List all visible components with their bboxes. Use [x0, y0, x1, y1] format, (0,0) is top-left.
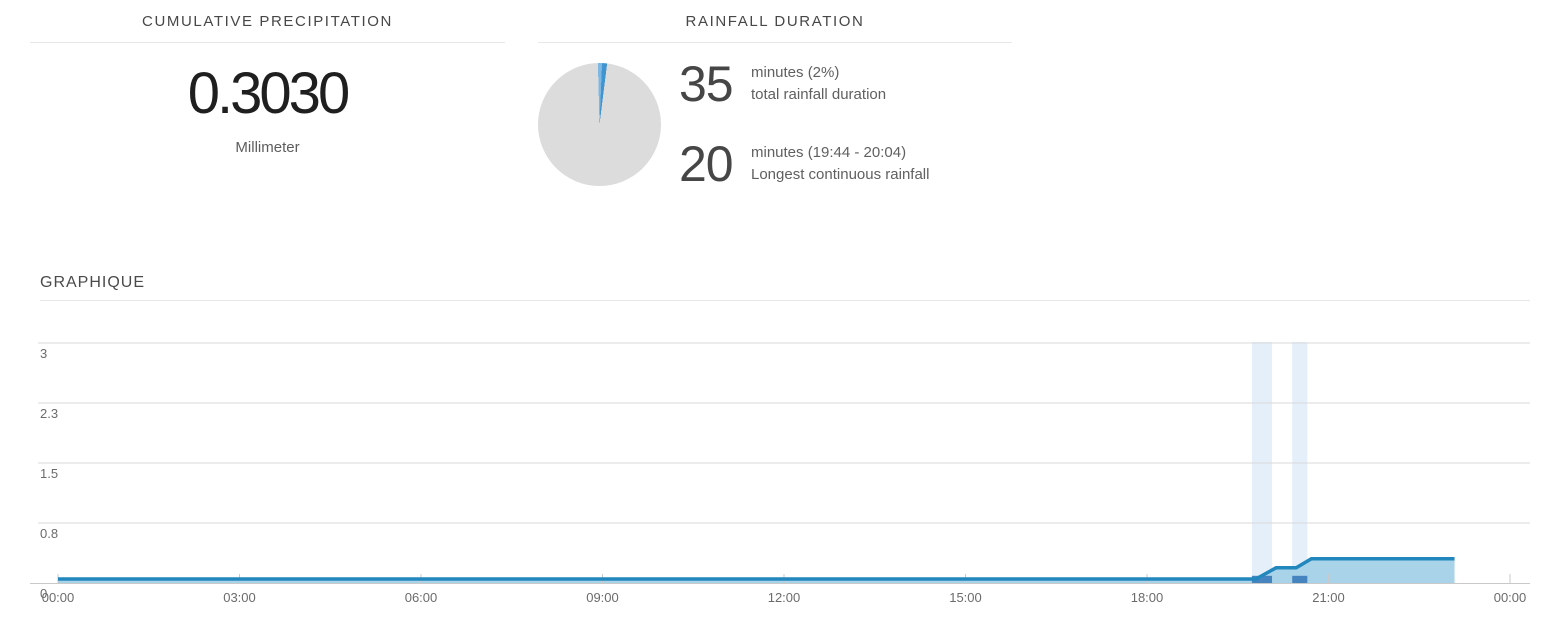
duration-card-title: RAINFALL DURATION [685, 13, 865, 30]
y-axis-tick-label: 0 [40, 586, 47, 601]
stat-detail: minutes (2%) [751, 64, 840, 81]
x-axis-tick-label: 12:00 [768, 590, 801, 605]
rainfall-intensity-bar [1261, 575, 1273, 583]
cumulative-value: 0.3030 [187, 61, 350, 126]
x-axis-tick-label: 06:00 [405, 590, 438, 605]
x-axis-tick-label: 18:00 [1131, 590, 1164, 605]
rainfall-duration-card: RAINFALL DURATION 35 minutes (2%) total … [538, 13, 1012, 192]
y-axis-tick-label: 0.8 [40, 526, 58, 541]
x-axis-tick-label: 21:00 [1312, 590, 1345, 605]
divider [40, 300, 1530, 301]
divider [538, 42, 1012, 43]
y-axis-tick-label: 3 [40, 346, 47, 361]
stat-detail: minutes (19:44 - 20:04) [751, 144, 907, 161]
cumulative-unit: Millimeter [235, 139, 300, 156]
x-axis-tick-label: 03:00 [223, 590, 256, 605]
stat-text: minutes (2%) total rainfall duration [751, 61, 886, 106]
cumulative-precipitation-card: CUMULATIVE PRECIPITATION 0.3030 Millimet… [30, 13, 505, 156]
graph-section-title: GRAPHIQUE [40, 274, 146, 291]
rainfall-intensity-bar [1292, 575, 1308, 583]
y-axis-tick-label: 2.3 [40, 406, 58, 421]
x-axis-tick-label: 15:00 [949, 590, 982, 605]
y-axis-tick-label: 1.5 [40, 466, 58, 481]
rainfall-pie-chart [538, 63, 661, 186]
stat-value: 35 [679, 56, 734, 112]
stat-caption: Longest continuous rainfall [751, 166, 930, 183]
x-axis-tick-label: 00:00 [1494, 590, 1527, 605]
cumulative-card-title: CUMULATIVE PRECIPITATION [142, 13, 393, 30]
stat-longest-continuous-rainfall: 20 minutes (19:44 - 20:04) Longest conti… [679, 136, 929, 192]
stat-value: 20 [679, 136, 734, 192]
stat-caption: total rainfall duration [751, 86, 887, 103]
stat-total-rainfall-duration: 35 minutes (2%) total rainfall duration [679, 56, 929, 112]
stat-text: minutes (19:44 - 20:04) Longest continuo… [751, 141, 929, 186]
divider [30, 42, 505, 43]
x-axis-tick-label: 09:00 [586, 590, 619, 605]
duration-stats: 35 minutes (2%) total rainfall duration … [679, 56, 929, 192]
x-axis-tick-label: 00:00 [42, 590, 75, 605]
duration-content: 35 minutes (2%) total rainfall duration … [538, 56, 1012, 192]
cumulative-precipitation-line [58, 557, 1455, 581]
